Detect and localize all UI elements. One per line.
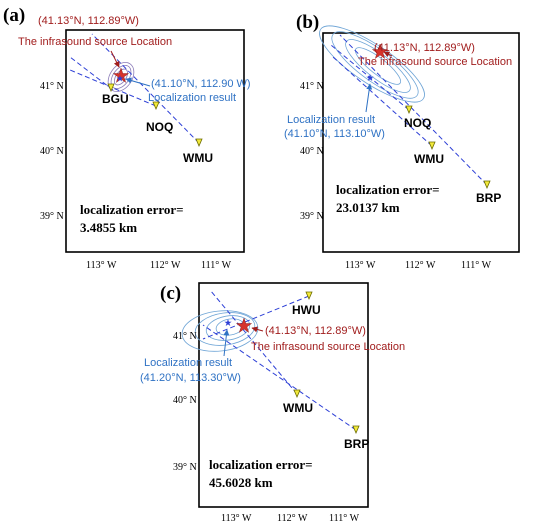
panel-c: (c) HWU WMU BRP (41.13°N, 112.89° bbox=[140, 282, 405, 524]
error-line-2: 3.4855 km bbox=[80, 220, 137, 235]
result-star-icon bbox=[366, 74, 374, 81]
lon-tick-112: 112° W bbox=[405, 260, 436, 271]
panel-a-bearing-lines bbox=[69, 33, 200, 144]
lon-tick-113: 113° W bbox=[86, 260, 117, 271]
lon-tick-112: 112° W bbox=[277, 513, 308, 524]
source-arrow bbox=[251, 326, 264, 333]
result-label: Localization result bbox=[144, 357, 232, 369]
result-star-icon bbox=[116, 75, 124, 82]
panel-b-letter: (b) bbox=[296, 12, 319, 33]
station-label-brp: BRP bbox=[476, 191, 501, 205]
station-label-noq: NOQ bbox=[404, 116, 431, 130]
station-marker-wmu bbox=[195, 138, 203, 148]
result-coord: (41.10°N, 112.90 W) bbox=[151, 78, 251, 90]
lat-tick-40: 40° N bbox=[173, 395, 197, 406]
lon-tick-113: 113° W bbox=[221, 513, 252, 524]
lat-tick-40: 40° N bbox=[300, 146, 324, 157]
source-coord: (41.13°N, 112.89°W) bbox=[265, 325, 366, 337]
station-marker-bgu bbox=[107, 83, 115, 93]
source-label: The infrasound source Location bbox=[18, 36, 172, 48]
station-marker-wmu bbox=[428, 141, 436, 151]
panel-c-bearing-lines bbox=[202, 289, 357, 431]
result-star-icon bbox=[224, 319, 232, 326]
result-label: Localization result bbox=[287, 114, 375, 126]
error-line-2: 23.0137 km bbox=[336, 200, 400, 215]
lat-tick-39: 39° N bbox=[173, 462, 197, 473]
source-star-icon bbox=[235, 317, 253, 333]
source-coord: (41.13°N, 112.89°W) bbox=[374, 42, 475, 54]
lat-tick-39: 39° N bbox=[300, 211, 324, 222]
source-coord: (41.13°N, 112.89°W) bbox=[38, 15, 139, 27]
result-coord: (41.20°N, 113.30°W) bbox=[140, 372, 241, 384]
result-coord: (41.10°N, 113.10°W) bbox=[284, 128, 385, 140]
panel-b: (b) NOQ WMU BRP (41.13°N, 112.89° bbox=[284, 12, 520, 271]
station-marker-noq bbox=[405, 105, 413, 115]
lat-tick-41: 41° N bbox=[300, 81, 324, 92]
station-label-hwu: HWU bbox=[292, 303, 321, 317]
lon-tick-111: 111° W bbox=[461, 260, 492, 271]
station-label-wmu: WMU bbox=[183, 151, 213, 165]
result-arrow bbox=[223, 329, 230, 357]
station-label-brp: BRP bbox=[344, 437, 369, 451]
lat-tick-39: 39° N bbox=[40, 211, 64, 222]
lon-tick-111: 111° W bbox=[329, 513, 360, 524]
error-line-1: localization error= bbox=[209, 457, 313, 472]
panel-a-map-frame bbox=[65, 29, 245, 253]
result-arrow bbox=[125, 77, 151, 87]
source-label: The infrasound source Location bbox=[358, 56, 512, 68]
lat-tick-41: 41° N bbox=[40, 81, 64, 92]
source-arrow bbox=[110, 50, 120, 68]
error-line-2: 45.6028 km bbox=[209, 475, 273, 490]
source-arrow bbox=[383, 51, 393, 58]
station-label-wmu: WMU bbox=[283, 401, 313, 415]
lon-tick-111: 111° W bbox=[201, 260, 232, 271]
panel-a: (a) BGU NOQ WMU (41.13°N, 112.89°W) bbox=[3, 5, 251, 271]
station-marker-noq bbox=[152, 101, 160, 111]
station-label-wmu: WMU bbox=[414, 152, 444, 166]
error-line-1: localization error= bbox=[336, 182, 440, 197]
error-line-1: localization error= bbox=[80, 202, 184, 217]
station-label-noq: NOQ bbox=[146, 120, 173, 134]
lat-tick-41: 41° N bbox=[173, 331, 197, 342]
lon-tick-113: 113° W bbox=[345, 260, 376, 271]
panel-c-letter: (c) bbox=[160, 283, 181, 304]
station-marker-brp bbox=[352, 425, 360, 435]
result-arrow bbox=[365, 83, 373, 113]
panel-a-letter: (a) bbox=[3, 5, 25, 26]
lat-tick-40: 40° N bbox=[40, 146, 64, 157]
station-label-bgu: BGU bbox=[102, 92, 129, 106]
station-marker-hwu bbox=[305, 291, 313, 301]
source-label: The infrasound source Location bbox=[251, 341, 405, 353]
station-marker-brp bbox=[483, 180, 491, 190]
result-label: Localization result bbox=[148, 92, 236, 104]
lon-tick-112: 112° W bbox=[150, 260, 181, 271]
panel-c-contours bbox=[181, 310, 259, 352]
station-marker-wmu bbox=[293, 389, 301, 399]
panel-b-map-frame bbox=[322, 32, 520, 253]
panel-c-map-frame bbox=[198, 282, 369, 508]
source-star-icon bbox=[371, 43, 389, 59]
